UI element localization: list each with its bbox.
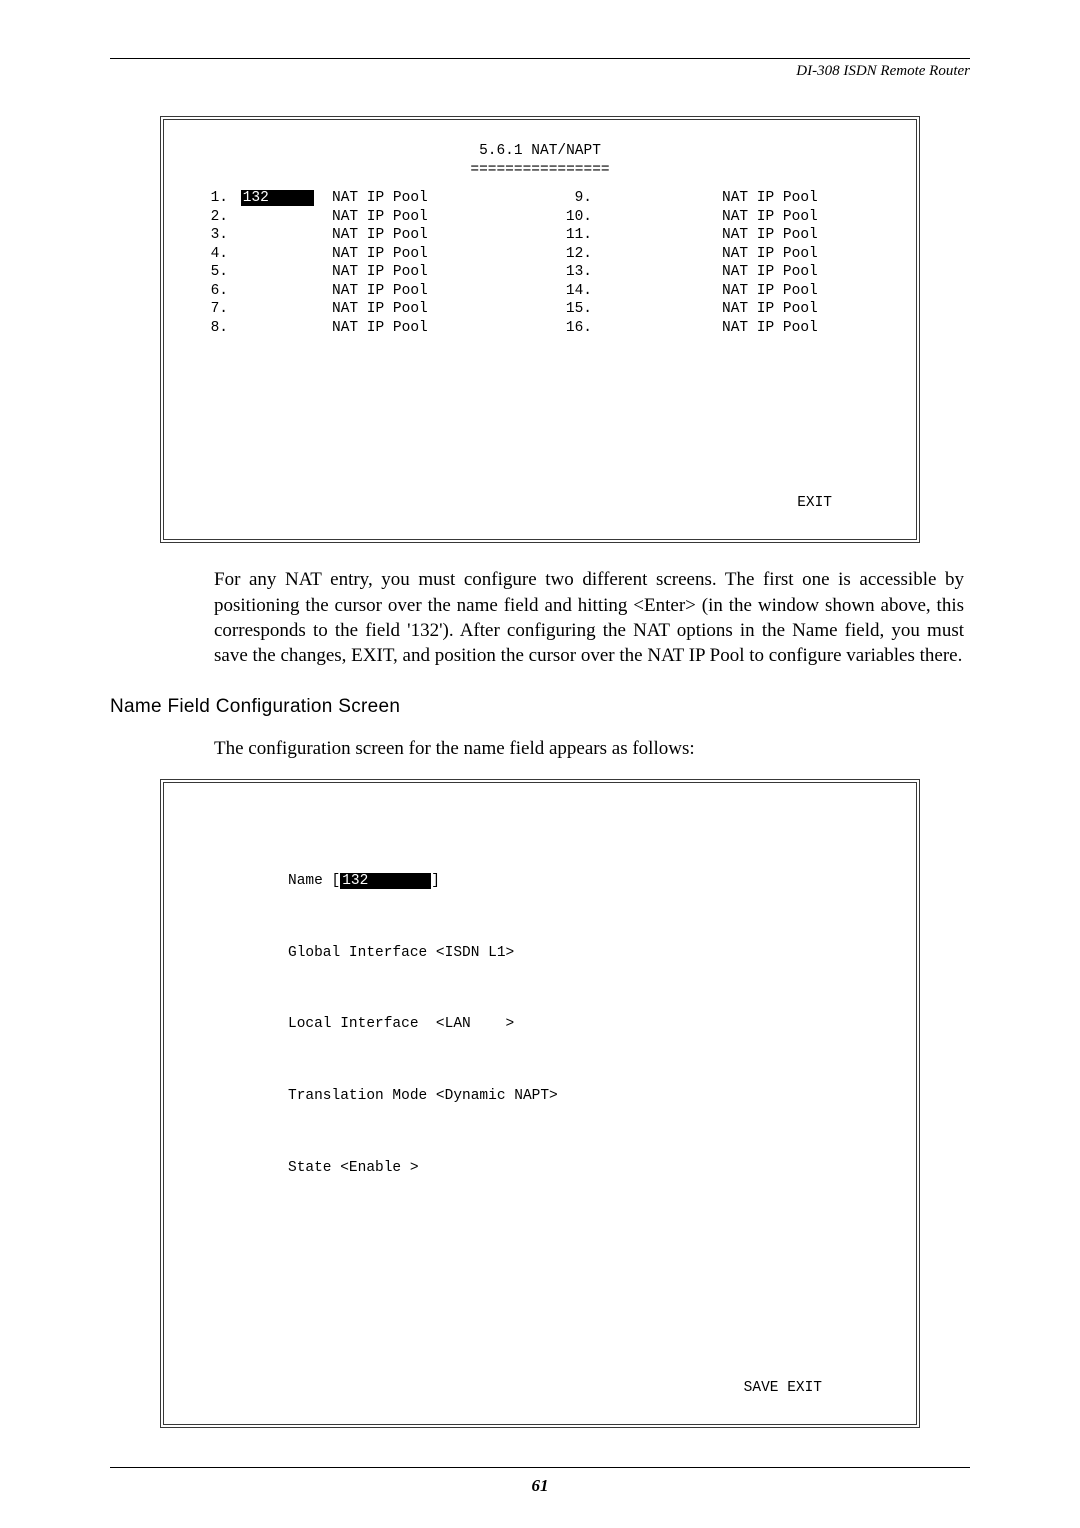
terminal1-divider: ================ [188, 161, 892, 180]
nat-row: 3.NAT IP Pool 11.NAT IP Pool [188, 226, 892, 245]
name-input[interactable]: 132 [340, 873, 431, 889]
nat-row: 8.NAT IP Pool 16.NAT IP Pool [188, 319, 892, 338]
terminal1-title: 5.6.1 NAT/NAPT [188, 142, 892, 161]
nat-row: 4.NAT IP Pool 12.NAT IP Pool [188, 245, 892, 264]
save-button[interactable]: SAVE [744, 1380, 779, 1396]
button-row: SAVE EXIT [188, 1380, 892, 1396]
global-interface-row[interactable]: Global Interface <ISDN L1> [288, 944, 892, 963]
nat-row: 6.NAT IP Pool 14.NAT IP Pool [188, 282, 892, 301]
footer-rule [110, 1467, 970, 1468]
row-label[interactable]: NAT IP Pool [332, 189, 542, 208]
nat-row: 7.NAT IP Pool 15.NAT IP Pool [188, 300, 892, 319]
header-rule [110, 58, 970, 59]
row-name[interactable]: 132 [228, 189, 332, 208]
header-product: DI-308 ISDN Remote Router [110, 63, 970, 80]
row-num: 1. [188, 189, 228, 208]
name-field-row[interactable]: Name [132 ] [288, 872, 892, 891]
page-number: 61 [0, 1476, 1080, 1496]
exit-button[interactable]: EXIT [787, 1380, 822, 1396]
page: DI-308 ISDN Remote Router 5.6.1 NAT/NAPT… [0, 0, 1080, 1528]
translation-mode-row[interactable]: Translation Mode <Dynamic NAPT> [288, 1087, 892, 1106]
nat-row: 5.NAT IP Pool 13.NAT IP Pool [188, 263, 892, 282]
nat-row: 1. 132 NAT IP Pool 9. NAT IP Pool [188, 189, 892, 208]
exit-button[interactable]: EXIT [188, 495, 892, 511]
paragraph-2: The configuration screen for the name fi… [214, 736, 964, 761]
spacer [188, 337, 892, 487]
highlighted-name[interactable]: 132 [241, 190, 315, 206]
paragraph-1: For any NAT entry, you must configure tw… [214, 567, 964, 667]
nat-row: 2.NAT IP Pool 10.NAT IP Pool [188, 208, 892, 227]
terminal-nat-list: 5.6.1 NAT/NAPT ================ 1. 132 N… [160, 116, 920, 543]
row-name[interactable] [592, 189, 722, 208]
section-heading: Name Field Configuration Screen [110, 696, 970, 718]
row-label[interactable]: NAT IP Pool [722, 189, 892, 208]
local-interface-row[interactable]: Local Interface <LAN > [288, 1015, 892, 1034]
terminal-name-config: Name [132 ] Global Interface <ISDN L1> L… [160, 779, 920, 1428]
row-num: 9. [542, 189, 592, 208]
state-row[interactable]: State <Enable > [288, 1159, 892, 1178]
